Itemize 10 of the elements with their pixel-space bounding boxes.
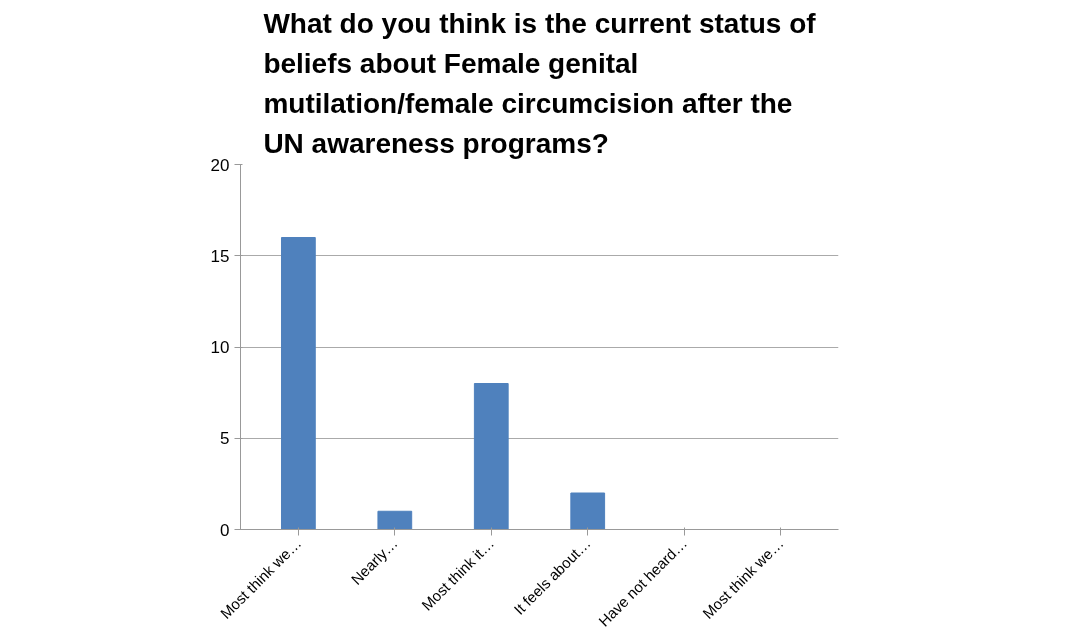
y-tick-label: 5 xyxy=(220,429,230,449)
bar xyxy=(377,510,413,530)
y-tick-label: 20 xyxy=(210,155,230,175)
bar xyxy=(570,492,606,530)
bar xyxy=(473,383,509,530)
y-tick-label: 10 xyxy=(210,338,230,357)
bar xyxy=(280,237,316,530)
y-tick-label: 15 xyxy=(210,246,230,266)
chart-title: What do you think is the current status of beliefs about Female genital mutilation/female circumcision after the UN awareness programs? xyxy=(263,7,817,160)
y-tick-label: 0 xyxy=(220,520,230,540)
